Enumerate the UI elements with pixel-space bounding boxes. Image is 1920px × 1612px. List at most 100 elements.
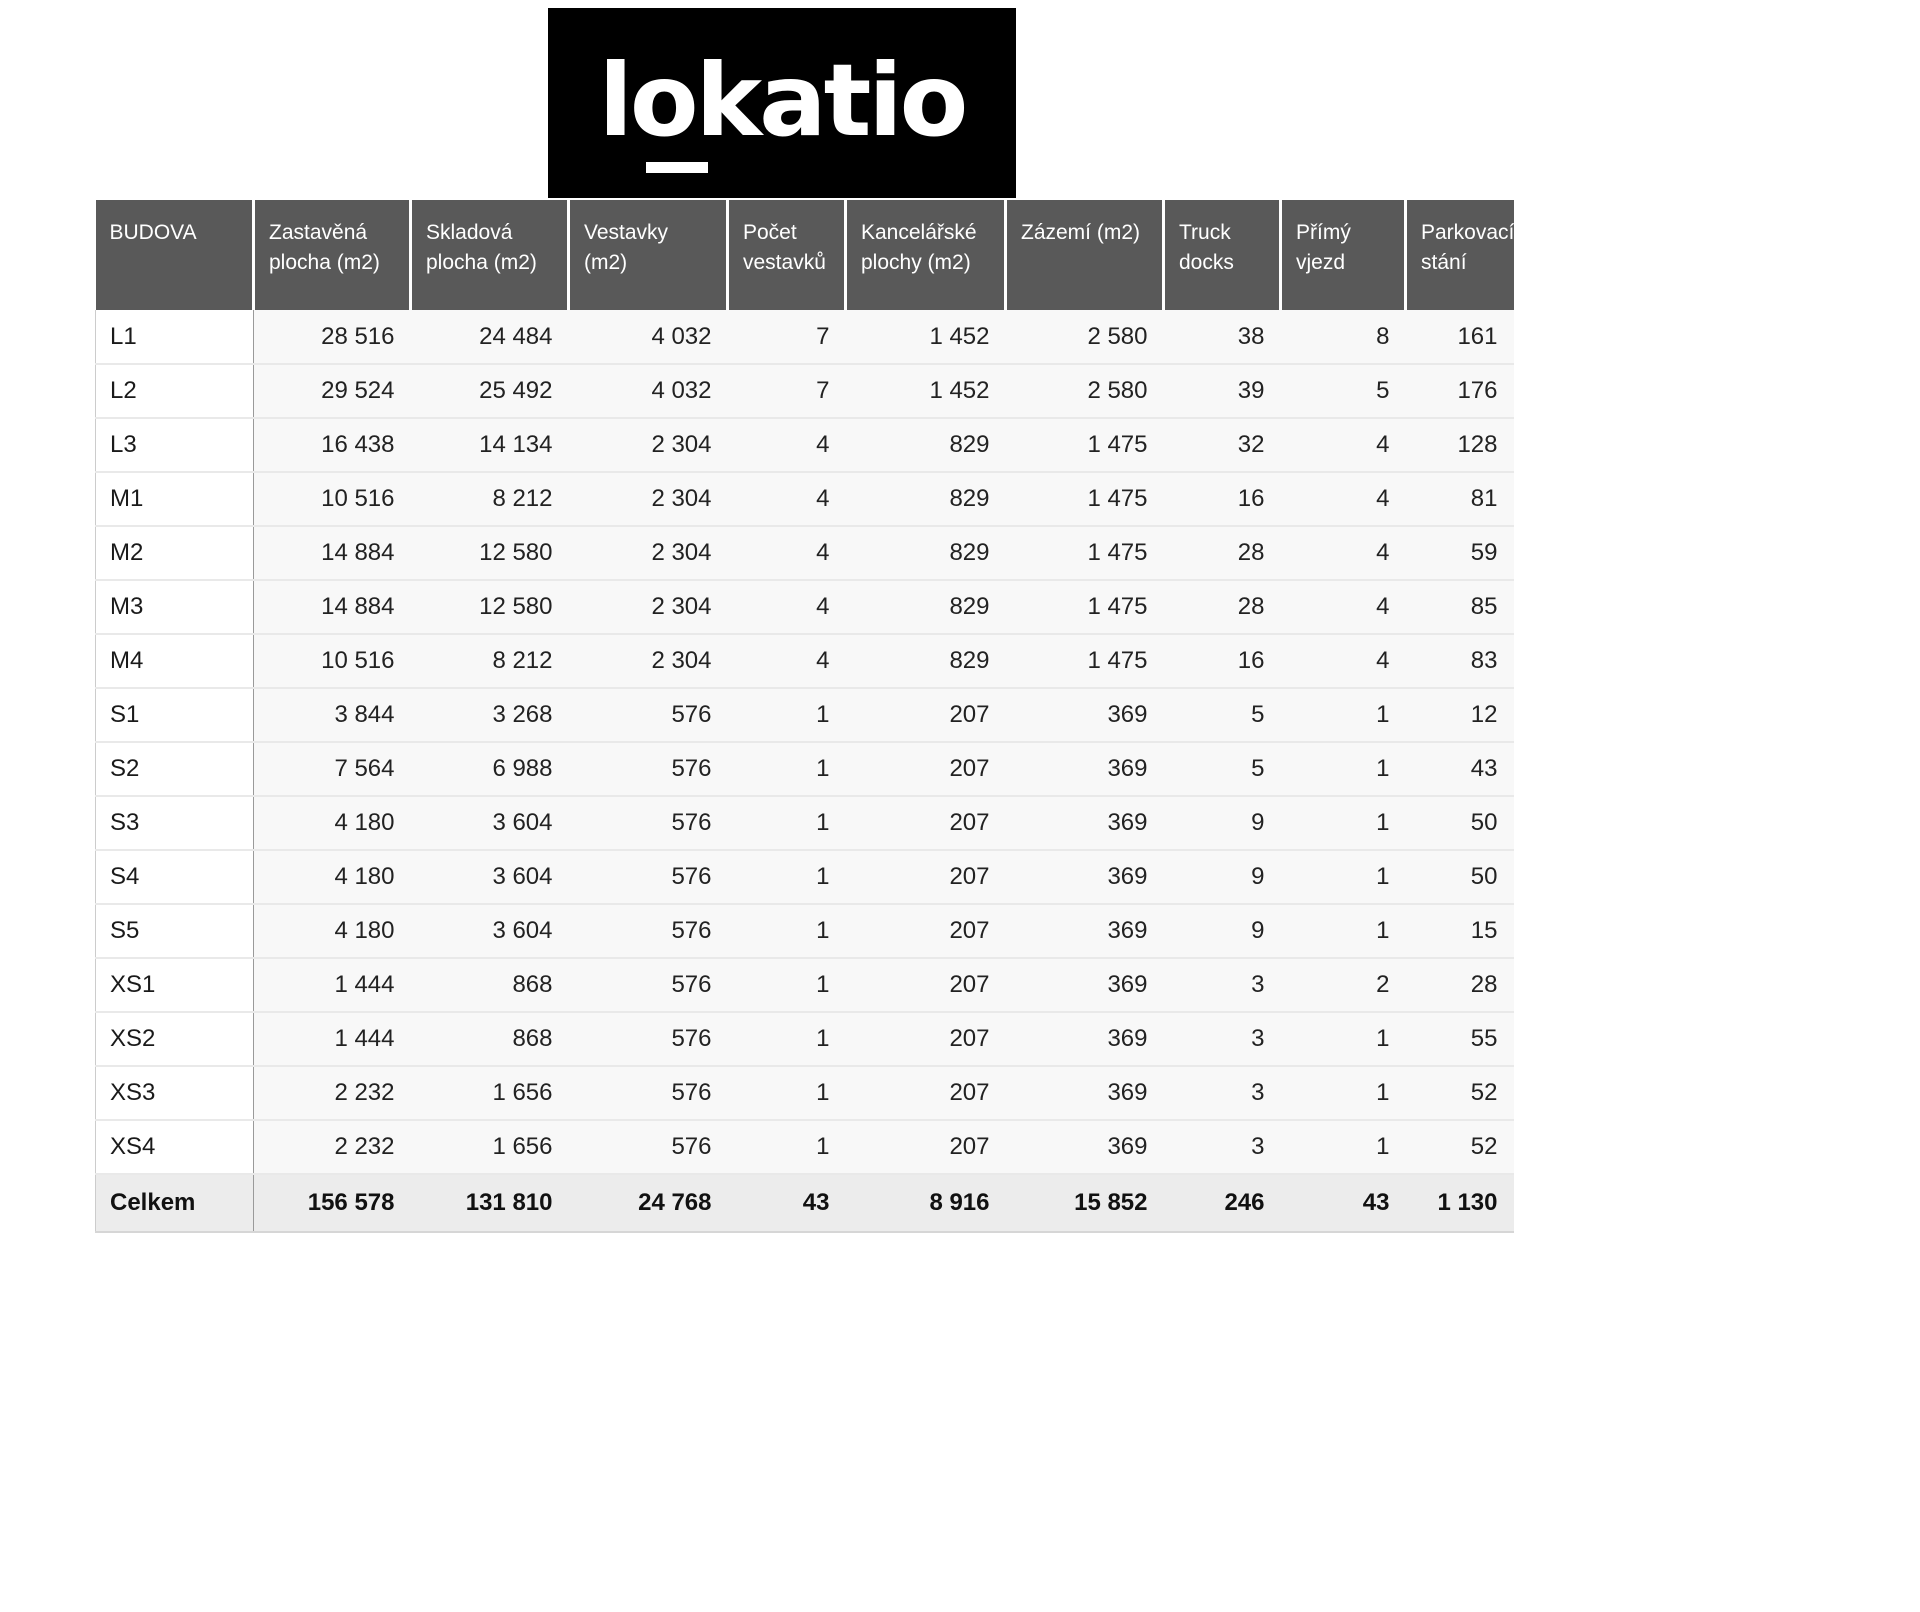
cell: 576 xyxy=(568,904,728,959)
cell: 1 475 xyxy=(1005,472,1164,527)
cell: 12 580 xyxy=(410,580,569,635)
cell: 2 580 xyxy=(1005,310,1164,365)
cell: 576 xyxy=(568,742,728,797)
cell: 1 xyxy=(727,742,846,797)
table-header-row: BUDOVA Zastavěná plocha (m2) Skladová ploc… xyxy=(95,200,1514,310)
cell: 576 xyxy=(568,850,728,905)
cell: 1 475 xyxy=(1005,526,1164,581)
cell: 50 xyxy=(1405,850,1514,905)
cell: 369 xyxy=(1005,958,1164,1013)
column-header: Zastavěná plocha (m2) xyxy=(253,200,412,310)
cell: 4 xyxy=(1280,526,1406,581)
cell: 2 304 xyxy=(568,472,728,527)
cell: 81 xyxy=(1405,472,1514,527)
cell: 576 xyxy=(568,688,728,743)
cell: 16 xyxy=(1163,472,1281,527)
cell: 2 304 xyxy=(568,526,728,581)
cell: 369 xyxy=(1005,1012,1164,1067)
cell: 7 xyxy=(727,310,846,365)
table-row: S1 3 844 3 268 576 1 207 369 5 1 12 xyxy=(95,688,1514,743)
cell: 2 304 xyxy=(568,418,728,473)
row-label: XS4 xyxy=(95,1120,254,1175)
cell: 55 xyxy=(1405,1012,1514,1067)
cell: 1 656 xyxy=(410,1120,569,1175)
cell: 7 564 xyxy=(253,742,411,797)
cell: 868 xyxy=(410,958,569,1013)
table-row: XS2 1 444 868 576 1 207 369 3 1 55 xyxy=(95,1012,1514,1067)
cell: 369 xyxy=(1005,796,1164,851)
cell: 2 304 xyxy=(568,580,728,635)
row-label: M3 xyxy=(95,580,254,635)
cell: 14 884 xyxy=(253,526,411,581)
table-row: S4 4 180 3 604 576 1 207 369 9 1 50 xyxy=(95,850,1514,905)
row-label: S1 xyxy=(95,688,254,743)
row-label: XS1 xyxy=(95,958,254,1013)
column-header: Vestavky (m2) xyxy=(568,200,729,310)
total-cell: 15 852 xyxy=(1005,1173,1164,1233)
cell: 576 xyxy=(568,1120,728,1175)
cell: 576 xyxy=(568,796,728,851)
cell: 576 xyxy=(568,958,728,1013)
cell: 1 xyxy=(1280,1066,1406,1121)
cell: 207 xyxy=(845,850,1006,905)
cell: 4 xyxy=(1280,580,1406,635)
cell: 4 xyxy=(727,526,846,581)
cell: 1 xyxy=(1280,796,1406,851)
cell: 207 xyxy=(845,1066,1006,1121)
cell: 1 xyxy=(1280,742,1406,797)
cell: 3 604 xyxy=(410,796,569,851)
lokatio-logo: lokatio xyxy=(548,8,1016,198)
cell: 207 xyxy=(845,796,1006,851)
row-label: XS2 xyxy=(95,1012,254,1067)
cell: 1 xyxy=(1280,688,1406,743)
cell: 161 xyxy=(1405,310,1514,365)
cell: 16 xyxy=(1163,634,1281,689)
table-row: S2 7 564 6 988 576 1 207 369 5 1 43 xyxy=(95,742,1514,797)
cell: 1 xyxy=(727,1066,846,1121)
cell: 829 xyxy=(845,472,1006,527)
row-label: M4 xyxy=(95,634,254,689)
buildings-spec-table: BUDOVA Zastavěná plocha (m2) Skladová ploc… xyxy=(95,200,1514,1233)
cell: 207 xyxy=(845,688,1006,743)
cell: 28 xyxy=(1405,958,1514,1013)
cell: 2 232 xyxy=(253,1066,411,1121)
cell: 5 xyxy=(1163,688,1281,743)
cell: 4 xyxy=(1280,418,1406,473)
cell: 1 xyxy=(727,1012,846,1067)
row-label: S4 xyxy=(95,850,254,905)
column-header: Přímý vjezd xyxy=(1280,200,1407,310)
cell: 10 516 xyxy=(253,472,411,527)
cell: 207 xyxy=(845,1012,1006,1067)
cell: 576 xyxy=(568,1066,728,1121)
cell: 3 xyxy=(1163,1066,1281,1121)
cell: 14 884 xyxy=(253,580,411,635)
cell: 207 xyxy=(845,1120,1006,1175)
table-row: M1 10 516 8 212 2 304 4 829 1 475 16 4 81 xyxy=(95,472,1514,527)
cell: 1 xyxy=(1280,1120,1406,1175)
cell: 207 xyxy=(845,742,1006,797)
cell: 1 xyxy=(727,796,846,851)
cell: 24 484 xyxy=(410,310,569,365)
cell: 1 475 xyxy=(1005,634,1164,689)
cell: 1 475 xyxy=(1005,580,1164,635)
column-header: BUDOVA xyxy=(95,200,255,310)
cell: 28 516 xyxy=(253,310,411,365)
cell: 207 xyxy=(845,958,1006,1013)
cell: 3 xyxy=(1163,1012,1281,1067)
column-header: Skladová plocha (m2) xyxy=(410,200,570,310)
table-row: XS1 1 444 868 576 1 207 369 3 2 28 xyxy=(95,958,1514,1013)
cell: 2 xyxy=(1280,958,1406,1013)
cell: 12 580 xyxy=(410,526,569,581)
row-label: S3 xyxy=(95,796,254,851)
row-label: S5 xyxy=(95,904,254,959)
cell: 3 604 xyxy=(410,904,569,959)
cell: 4 180 xyxy=(253,796,411,851)
cell: 3 268 xyxy=(410,688,569,743)
cell: 39 xyxy=(1163,364,1281,419)
cell: 4 xyxy=(727,418,846,473)
cell: 4 xyxy=(727,580,846,635)
cell: 4 xyxy=(1280,634,1406,689)
table-row: L3 16 438 14 134 2 304 4 829 1 475 32 4 128 xyxy=(95,418,1514,473)
row-label: M1 xyxy=(95,472,254,527)
table-body: L1 28 516 24 484 4 032 7 1 452 2 580 38 8 161 L2 29… xyxy=(95,310,1514,1175)
